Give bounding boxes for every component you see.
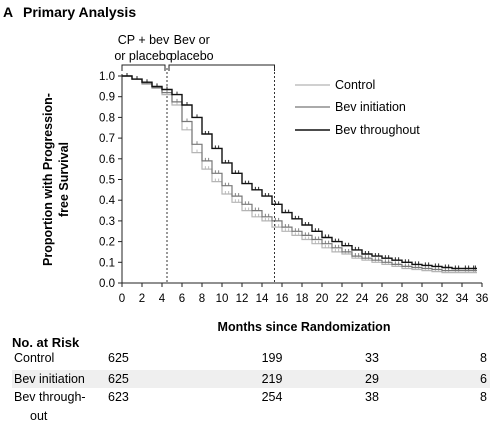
y-tick-label: 0.2 (99, 237, 115, 249)
x-tick-label: 34 (456, 293, 469, 305)
risk-count: 625 (108, 351, 129, 365)
y-tick-label: 0.0 (99, 278, 115, 290)
risk-row-label-cont: out (30, 409, 48, 423)
phase-label-line1: Bev or (174, 33, 210, 47)
y-tick-label: 0.3 (99, 216, 115, 228)
survival-curves (122, 73, 477, 274)
risk-table: No. at Risk Control 625 199 33 8 Bev initiati… (12, 335, 490, 423)
y-tick-label: 1.0 (99, 71, 115, 83)
risk-count: 8 (480, 390, 487, 404)
y-axis-title-line2: free Survival (57, 142, 71, 217)
x-tick-label: 4 (159, 293, 166, 305)
x-tick-label: 22 (336, 293, 349, 305)
x-tick-label: 30 (416, 293, 429, 305)
x-tick-label: 12 (236, 293, 249, 305)
x-tick-label: 28 (396, 293, 409, 305)
phase-label-line2: or placebo (114, 49, 172, 63)
risk-count: 623 (108, 390, 129, 404)
x-tick-label: 36 (476, 293, 489, 305)
risk-row-label: Control (14, 351, 54, 365)
y-tick-label: 0.8 (99, 112, 115, 124)
risk-count: 38 (365, 390, 379, 404)
legend-label-control: Control (335, 78, 375, 92)
x-tick-label: 14 (256, 293, 269, 305)
x-tick-label: 8 (199, 293, 205, 305)
risk-count: 219 (262, 372, 283, 386)
legend: Control Bev initiation Bev throughout (295, 78, 420, 137)
y-tick-label: 0.4 (99, 195, 116, 207)
x-tick-label: 10 (216, 293, 229, 305)
x-tick-label: 20 (316, 293, 329, 305)
legend-label-throughout: Bev throughout (335, 123, 420, 137)
risk-count: 29 (365, 372, 379, 386)
risk-row-label: Bev initiation (14, 372, 85, 386)
x-tick-label: 32 (436, 293, 449, 305)
axes: 0.00.10.20.30.40.50.60.70.80.91.00 2 4 6 8 10… (99, 68, 488, 305)
x-tick-label: 26 (376, 293, 389, 305)
x-tick-label: 0 (119, 293, 125, 305)
risk-table-heading: No. at Risk (12, 335, 80, 350)
x-tick-label: 24 (356, 293, 369, 305)
legend-label-initiation: Bev initiation (335, 100, 406, 114)
risk-count: 199 (262, 351, 283, 365)
axis-titles: Proportion with Progression- free Surviv… (41, 93, 390, 334)
curve-throughout (122, 75, 477, 270)
phase-label-line1: CP + bev (118, 33, 170, 47)
risk-count: 8 (480, 351, 487, 365)
y-tick-label: 0.6 (99, 154, 115, 166)
risk-row-band (12, 370, 490, 388)
panel-title: Primary Analysis (23, 4, 136, 20)
risk-count: 33 (365, 351, 379, 365)
risk-row-label: Bev through- (14, 390, 86, 404)
y-tick-label: 0.5 (99, 175, 115, 187)
risk-count: 254 (262, 390, 283, 404)
y-tick-label: 0.1 (99, 257, 115, 269)
x-tick-label: 2 (139, 293, 145, 305)
risk-count: 625 (108, 372, 129, 386)
y-axis-title-line1: Proportion with Progression- (41, 93, 55, 266)
risk-count: 6 (480, 372, 487, 386)
phase-bracket (168, 64, 275, 71)
y-tick-label: 0.9 (99, 92, 115, 104)
x-tick-label: 16 (276, 293, 289, 305)
x-tick-label: 6 (179, 293, 185, 305)
x-tick-label: 18 (296, 293, 309, 305)
curve-control (122, 75, 477, 274)
phase-label-line2: placebo (170, 49, 214, 63)
panel-letter: A (3, 4, 13, 20)
phase-bracket (121, 64, 166, 71)
x-axis-title: Months since Randomization (218, 320, 391, 334)
y-tick-label: 0.7 (99, 133, 115, 145)
panel-header: A Primary Analysis (3, 4, 136, 20)
